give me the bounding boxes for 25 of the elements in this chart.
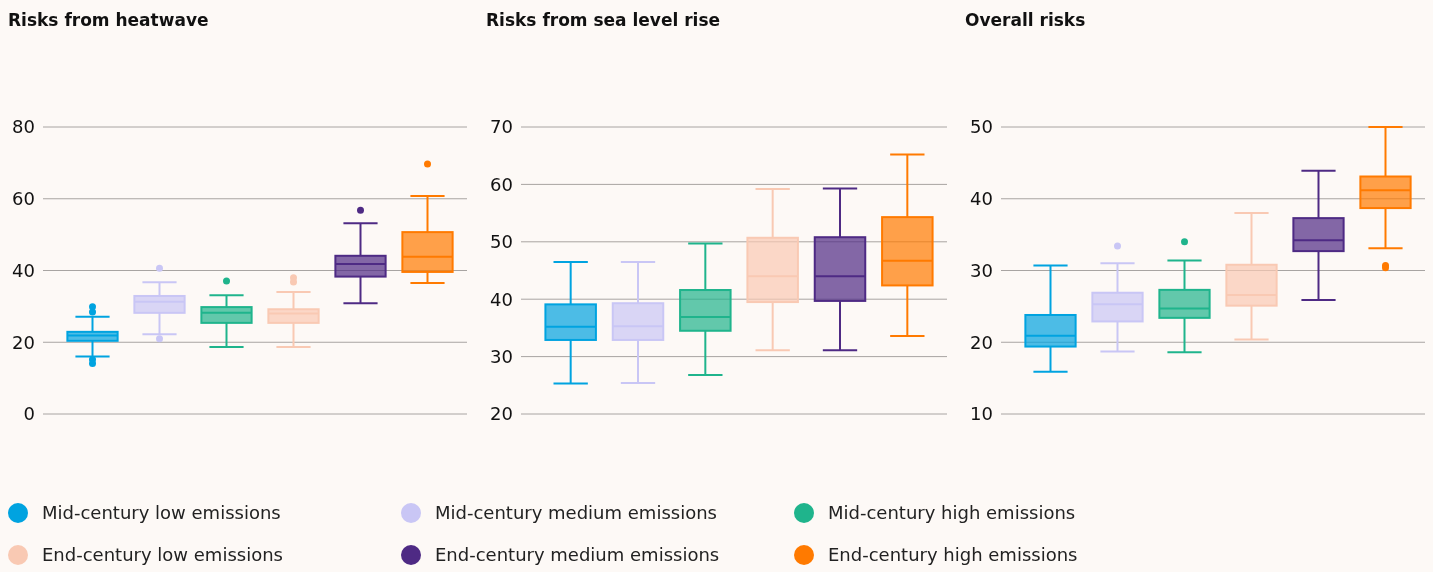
legend-label: Mid-century high emissions	[828, 502, 1076, 524]
y-tick-label: 10	[970, 403, 993, 425]
legend-label: End-century high emissions	[828, 544, 1078, 566]
y-tick-label: 50	[970, 116, 993, 138]
chart-title: Overall risks	[965, 10, 1086, 30]
y-tick-label: 80	[12, 116, 35, 138]
y-tick-label: 40	[970, 188, 993, 210]
legend-label: End-century medium emissions	[435, 544, 720, 566]
legend-label: Mid-century low emissions	[42, 502, 281, 524]
y-tick-label: 30	[970, 259, 993, 281]
y-tick-label: 60	[490, 173, 513, 195]
y-tick-label: 20	[490, 403, 513, 425]
y-tick-label: 0	[23, 403, 35, 425]
y-tick-label: 50	[490, 231, 513, 253]
legend-label: End-century low emissions	[42, 544, 283, 566]
y-tick-label: 30	[490, 345, 513, 367]
chart-title: Risks from sea level rise	[486, 10, 721, 30]
y-tick-label: 20	[970, 331, 993, 353]
y-tick-label: 40	[12, 259, 35, 281]
y-tick-label: 40	[490, 288, 513, 310]
chart-title: Risks from heatwave	[8, 10, 209, 30]
y-tick-label: 70	[490, 116, 513, 138]
y-tick-label: 20	[12, 331, 35, 353]
y-tick-label: 60	[12, 188, 35, 210]
legend-label: Mid-century medium emissions	[435, 502, 717, 524]
